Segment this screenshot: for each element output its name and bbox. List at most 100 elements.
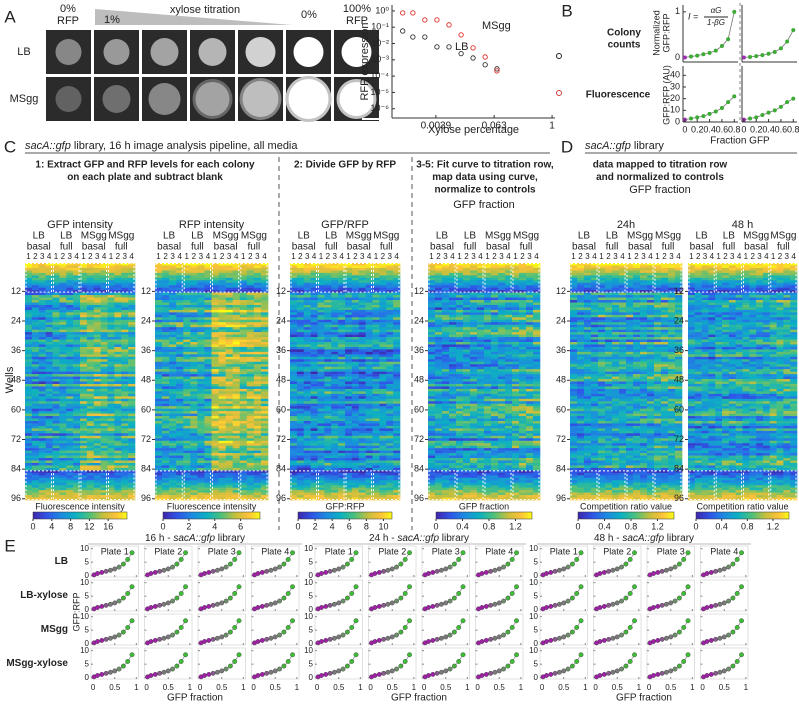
data-point: [701, 52, 706, 57]
heatmap-cell: [204, 383, 212, 387]
heatmap-cell: [190, 354, 198, 358]
heatmap-cell: [358, 462, 366, 466]
heatmap-cell: [290, 354, 298, 358]
y-tick-label: 10⁻³: [371, 54, 389, 64]
heatmap-cell: [317, 403, 325, 407]
heatmap-cell: [121, 342, 129, 345]
heatmap-cell: [121, 327, 129, 330]
heatmap-cell: [290, 383, 298, 387]
heatmap-cell: [303, 393, 311, 397]
heatmap-cell: [303, 403, 311, 407]
heatmap-cell: [107, 453, 115, 456]
heatmap-cell: [128, 458, 136, 461]
heatmap-cell: [162, 374, 170, 377]
heatmap-cell: [190, 312, 198, 316]
heatmap-cell: [345, 346, 353, 350]
heatmap-cell: [31, 383, 40, 387]
heatmap-cell: [211, 342, 219, 345]
heatmap-cell: [303, 411, 311, 414]
heatmap-cell: [190, 408, 198, 412]
heatmap-cell: [86, 408, 95, 412]
heatmap-cell: [190, 287, 198, 291]
heatmap-cell: [253, 309, 262, 313]
heatmap-cell: [169, 324, 177, 328]
heatmap-cell: [128, 440, 136, 444]
heatmap-cell: [80, 290, 88, 293]
heatmap-cell: [31, 470, 40, 474]
heatmap-cell: [183, 376, 191, 380]
heatmap-cell: [73, 329, 81, 333]
heatmap-cell: [218, 490, 226, 493]
heatmap-cell: [190, 462, 198, 466]
heatmap-cell: [218, 455, 226, 459]
colorbar-tick-label: 4: [330, 521, 335, 531]
heatmap-cell: [211, 290, 219, 293]
heatmap-cell: [162, 297, 170, 301]
heatmap-cell: [386, 332, 394, 335]
heatmap-cell: [93, 398, 101, 402]
heatmap-cell: [393, 391, 401, 395]
heatmap-cell: [80, 275, 88, 279]
heatmap-cell: [176, 470, 184, 474]
y-tick-label: 60: [276, 404, 286, 414]
heatmap-cell: [204, 277, 212, 281]
heatmap-cell: [107, 337, 115, 340]
heatmap-cell: [197, 487, 205, 491]
heatmap-cell: [93, 462, 101, 466]
y-tick-label: 48: [276, 375, 286, 385]
heatmap-cell: [239, 287, 248, 291]
heatmap-cell: [372, 467, 380, 471]
heatmap-cell: [162, 411, 170, 414]
heatmap-cell: [386, 272, 394, 276]
colorbar-tick-label: 6: [238, 521, 243, 531]
heatmap-cell: [239, 396, 248, 400]
heatmap-cell: [379, 312, 387, 316]
heatmap-cell: [290, 297, 298, 301]
heatmap-cell: [155, 361, 163, 365]
heatmap-cell: [338, 465, 346, 469]
heatmap-cell: [211, 366, 219, 370]
heatmap-cell: [100, 290, 108, 293]
heatmap-cell: [204, 304, 212, 308]
heatmap-cell: [169, 391, 177, 395]
heatmap-cell: [73, 477, 81, 481]
heatmap-cell: [239, 411, 248, 414]
heatmap-cell: [66, 485, 74, 488]
heatmap-cell: [204, 327, 212, 330]
heatmap-cell: [225, 290, 233, 293]
heatmap-cell: [303, 327, 311, 330]
heatmap-cell: [365, 349, 373, 353]
heatmap-cell: [303, 265, 311, 269]
heatmap-cell: [211, 317, 219, 321]
heatmap-cell: [331, 300, 339, 303]
heatmap-cell: [225, 497, 233, 501]
heatmap-cell: [100, 460, 108, 464]
data-point: [791, 28, 796, 33]
heatmap-cell: [66, 497, 74, 501]
heatmap-cell: [86, 366, 95, 370]
heatmap-cell: [162, 445, 170, 449]
heatmap-cell: [114, 453, 122, 456]
heatmap-cell: [73, 435, 81, 439]
heatmap-cell: [25, 386, 33, 390]
data-point: [713, 109, 718, 114]
heatmap-cell: [317, 272, 325, 276]
heatmap-cell: [183, 374, 191, 377]
heatmap-cell: [225, 270, 233, 274]
heatmap-cell: [324, 342, 332, 345]
heatmap-cell: [379, 290, 387, 293]
heatmap-cell: [162, 487, 170, 491]
heatmap-cell: [225, 344, 233, 348]
heatmap-cell: [114, 492, 122, 496]
heatmap-cell: [393, 386, 401, 390]
heatmap-cell: [239, 275, 248, 279]
heatmap-cell: [155, 383, 163, 387]
heatmap-cell: [317, 364, 325, 367]
heatmap-cell: [260, 428, 269, 432]
heatmap-cell: [197, 287, 205, 291]
heatmap-cell: [176, 391, 184, 395]
heatmap-cell: [317, 300, 325, 303]
heatmap-cell: [331, 361, 339, 365]
heatmap-cell: [52, 317, 60, 321]
heatmap-cell: [290, 455, 298, 459]
